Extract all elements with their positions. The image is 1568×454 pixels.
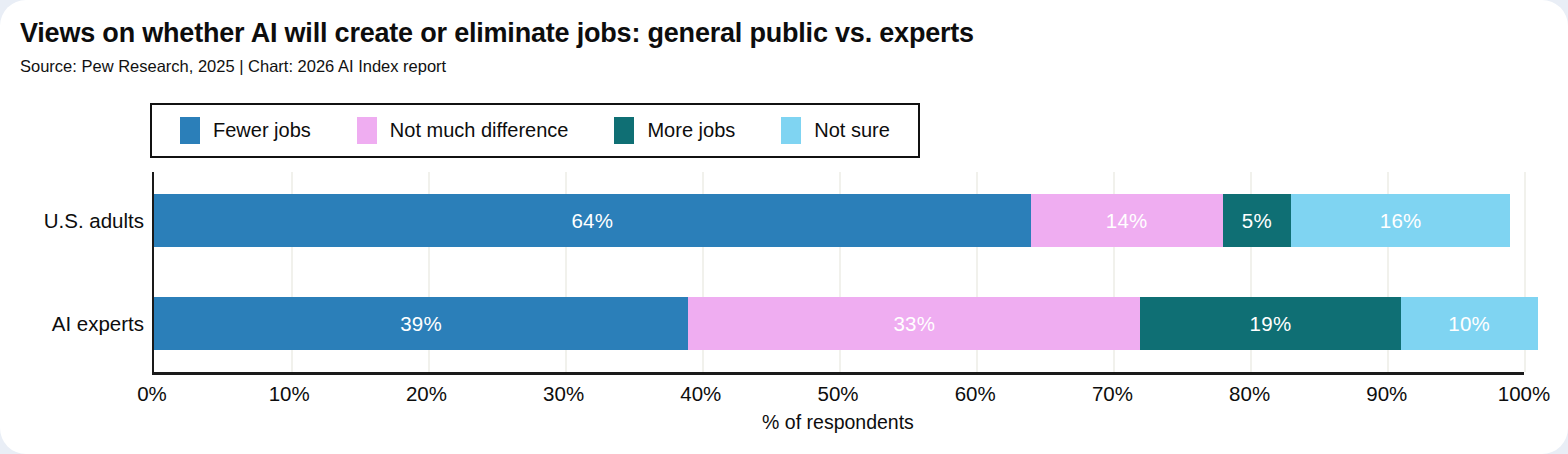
legend-item: Not much difference bbox=[357, 117, 569, 144]
legend-item: More jobs bbox=[614, 117, 735, 144]
bar-segment: 39% bbox=[154, 297, 688, 350]
legend-swatch-icon bbox=[781, 117, 801, 144]
bar-row: 64% 14% 5% 16% bbox=[154, 194, 1524, 247]
legend-swatch-icon bbox=[357, 117, 377, 144]
plot-area: 64% 14% 5% 16% 39% 33% 19% 10% bbox=[152, 172, 1524, 375]
x-tick-label: 60% bbox=[955, 382, 996, 406]
chart-card: Views on whether AI will create or elimi… bbox=[0, 0, 1568, 454]
x-tick-label: 40% bbox=[680, 382, 721, 406]
legend-label: More jobs bbox=[647, 119, 735, 142]
bar-segment-label: 19% bbox=[1250, 312, 1292, 336]
bar-segment-label: 33% bbox=[893, 312, 935, 336]
legend-label: Not much difference bbox=[390, 119, 569, 142]
x-axis-title: % of respondents bbox=[152, 411, 1524, 434]
x-tick-label: 90% bbox=[1366, 382, 1407, 406]
x-tick-label: 30% bbox=[543, 382, 584, 406]
legend-swatch-icon bbox=[614, 117, 634, 144]
bar-segment: 16% bbox=[1291, 194, 1510, 247]
bar-segment: 14% bbox=[1031, 194, 1223, 247]
bar-segment-label: 14% bbox=[1106, 209, 1148, 233]
legend: Fewer jobs Not much difference More jobs No… bbox=[150, 103, 920, 158]
y-axis-label: AI experts bbox=[0, 312, 144, 336]
x-tick-label: 20% bbox=[406, 382, 447, 406]
legend-item: Fewer jobs bbox=[180, 117, 311, 144]
chart-source: Source: Pew Research, 2025 | Chart: 2026… bbox=[20, 57, 446, 76]
bar-segment-label: 64% bbox=[571, 209, 613, 233]
x-tick-label: 70% bbox=[1092, 382, 1133, 406]
bar-segment: 19% bbox=[1140, 297, 1400, 350]
bar-segment: 33% bbox=[688, 297, 1140, 350]
bar-segment: 10% bbox=[1401, 297, 1538, 350]
x-tick-label: 80% bbox=[1229, 382, 1270, 406]
x-tick-label: 50% bbox=[817, 382, 858, 406]
x-tick-label: 100% bbox=[1498, 382, 1550, 406]
bar-segment-label: 39% bbox=[400, 312, 442, 336]
x-axis-ticks: 0%10%20%30%40%50%60%70%80%90%100% bbox=[152, 382, 1524, 408]
bar-segment-label: 10% bbox=[1448, 312, 1490, 336]
legend-swatch-icon bbox=[180, 117, 200, 144]
bar-segment: 5% bbox=[1223, 194, 1292, 247]
legend-item: Not sure bbox=[781, 117, 890, 144]
y-axis-label: U.S. adults bbox=[0, 209, 144, 233]
bar-segment-label: 16% bbox=[1380, 209, 1422, 233]
chart-title: Views on whether AI will create or elimi… bbox=[20, 18, 974, 49]
x-tick-label: 10% bbox=[269, 382, 310, 406]
bar-row: 39% 33% 19% 10% bbox=[154, 297, 1524, 350]
legend-label: Not sure bbox=[814, 119, 890, 142]
x-tick-label: 0% bbox=[137, 382, 167, 406]
bar-segment-label: 5% bbox=[1242, 209, 1272, 233]
legend-label: Fewer jobs bbox=[213, 119, 311, 142]
bar-segment: 64% bbox=[154, 194, 1031, 247]
